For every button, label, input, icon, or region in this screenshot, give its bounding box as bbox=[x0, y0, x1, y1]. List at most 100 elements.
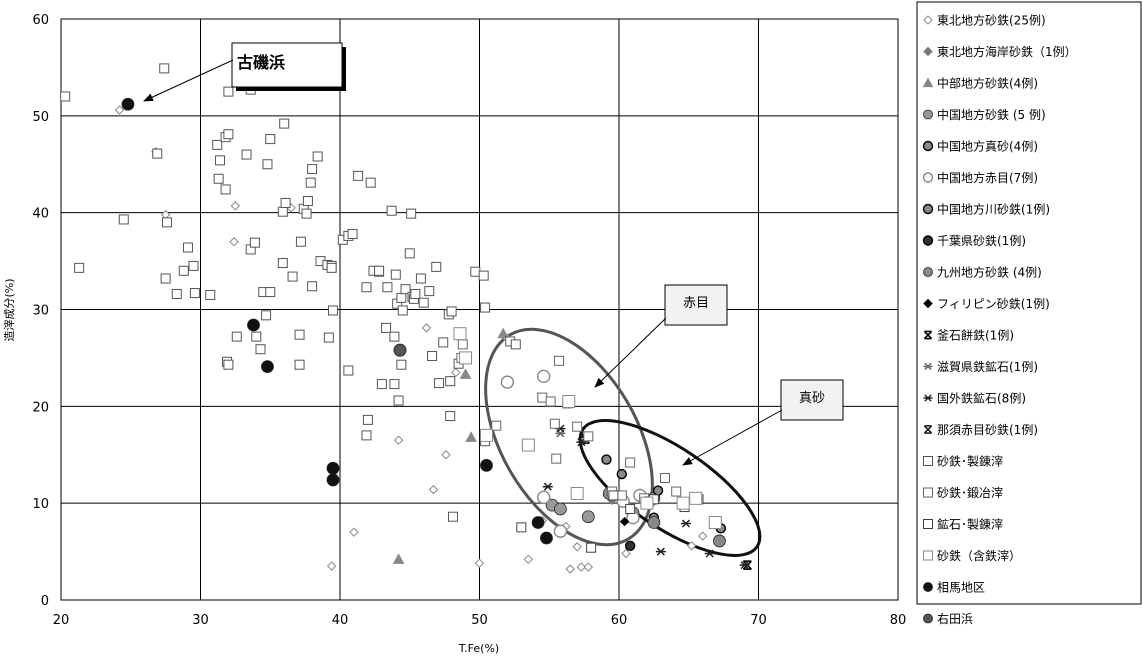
y-axis-label: 造滓成分(%) bbox=[2, 278, 16, 341]
legend-item: 東北地方砂鉄(25例) bbox=[923, 13, 1046, 28]
data-point bbox=[223, 86, 234, 97]
data-point bbox=[389, 379, 400, 390]
data-point bbox=[265, 287, 276, 298]
legend-item: 中国地方川砂鉄(1例) bbox=[922, 202, 1050, 217]
data-point bbox=[655, 547, 666, 556]
data-point bbox=[453, 327, 467, 341]
x-tick-label: 50 bbox=[471, 613, 488, 628]
data-point bbox=[479, 428, 493, 442]
data-point bbox=[516, 522, 527, 533]
data-point bbox=[262, 159, 273, 170]
data-point bbox=[381, 322, 392, 333]
data-point bbox=[404, 248, 415, 259]
data-point bbox=[223, 129, 234, 140]
data-point bbox=[247, 318, 260, 332]
data-point bbox=[386, 205, 397, 216]
data-point bbox=[459, 368, 472, 379]
data-point bbox=[697, 531, 708, 541]
data-point bbox=[660, 472, 671, 483]
legend-marker bbox=[923, 456, 933, 466]
data-point bbox=[251, 331, 262, 342]
data-point bbox=[374, 265, 385, 276]
data-point bbox=[445, 411, 456, 422]
data-point bbox=[294, 329, 305, 340]
data-point bbox=[307, 164, 318, 175]
legend-marker bbox=[923, 109, 933, 120]
legend-marker bbox=[923, 613, 933, 624]
legend-label: 中部地方砂鉄(4例) bbox=[937, 76, 1038, 91]
legend-item: 砂鉄･鍛冶滓 bbox=[923, 485, 1003, 500]
annotations: 古磯浜 赤目 真砂 bbox=[143, 42, 844, 466]
data-point bbox=[570, 486, 584, 500]
x-tick-label: 40 bbox=[332, 613, 349, 628]
data-point bbox=[406, 208, 417, 219]
akame-ellipse bbox=[484, 327, 654, 547]
legend-item: 東北地方海岸砂鉄（1例） bbox=[923, 44, 1077, 59]
legend-label: 千葉県砂鉄(1例) bbox=[937, 233, 1026, 248]
data-point bbox=[60, 91, 71, 102]
series-2 bbox=[392, 327, 510, 564]
legend-item: フィリピン砂鉄(1例) bbox=[923, 296, 1050, 311]
data-point bbox=[349, 527, 359, 537]
data-point bbox=[451, 367, 461, 378]
legend-label: 九州地方砂鉄 (4例) bbox=[937, 265, 1042, 280]
y-tick-label: 30 bbox=[32, 304, 49, 319]
legend-marker bbox=[923, 519, 933, 529]
data-point bbox=[305, 177, 316, 188]
plot-area bbox=[60, 18, 899, 601]
series-11 bbox=[555, 429, 566, 438]
data-point bbox=[392, 553, 405, 564]
data-point bbox=[689, 491, 703, 505]
data-point bbox=[326, 262, 337, 273]
annotation-koisohama: 古磯浜 bbox=[143, 42, 346, 102]
data-point bbox=[640, 496, 654, 510]
data-point bbox=[307, 281, 318, 292]
legend-label: 中国地方赤目(7例) bbox=[937, 170, 1038, 185]
data-point bbox=[551, 453, 562, 464]
y-tick-label: 50 bbox=[32, 110, 49, 125]
legend-label: 中国地方川砂鉄(1例) bbox=[937, 202, 1050, 217]
data-point bbox=[205, 289, 216, 300]
data-point bbox=[431, 261, 442, 272]
x-axis-ticks: 20 30 40 50 60 70 80 bbox=[53, 613, 907, 628]
data-point bbox=[410, 289, 421, 300]
data-point bbox=[565, 564, 575, 574]
data-point bbox=[74, 262, 85, 273]
data-point bbox=[470, 266, 481, 277]
data-point bbox=[118, 214, 129, 225]
ellipses bbox=[484, 327, 762, 557]
grid bbox=[60, 18, 899, 601]
data-point bbox=[555, 429, 566, 438]
data-point bbox=[713, 534, 726, 548]
data-point bbox=[708, 516, 722, 530]
data-point bbox=[223, 359, 234, 370]
legend-label: 東北地方海岸砂鉄（1例） bbox=[937, 44, 1077, 59]
data-point bbox=[189, 288, 200, 299]
data-point bbox=[572, 421, 583, 432]
legend-item: 砂鉄･製錬滓 bbox=[923, 454, 1003, 469]
data-point bbox=[554, 502, 567, 516]
data-point bbox=[542, 482, 553, 491]
data-point bbox=[295, 236, 306, 247]
data-point bbox=[393, 343, 407, 357]
data-point bbox=[465, 431, 477, 442]
data-point bbox=[523, 554, 534, 565]
data-point bbox=[624, 540, 636, 551]
y-tick-label: 60 bbox=[32, 13, 49, 28]
data-point bbox=[459, 351, 473, 365]
data-point bbox=[294, 359, 305, 370]
legend-marker bbox=[923, 298, 933, 309]
legend-item: 中部地方砂鉄(4例) bbox=[922, 76, 1038, 91]
data-point bbox=[601, 454, 612, 465]
data-point bbox=[521, 438, 535, 452]
data-point bbox=[625, 503, 636, 514]
data-point bbox=[171, 289, 182, 300]
data-point bbox=[536, 490, 551, 505]
data-point bbox=[280, 197, 291, 208]
annotation-label: 真砂 bbox=[799, 391, 825, 406]
legend-label: 中国地方真砂(4例) bbox=[937, 139, 1038, 154]
y-tick-label: 10 bbox=[32, 497, 49, 512]
data-point bbox=[497, 327, 510, 339]
legend-marker bbox=[923, 46, 933, 57]
